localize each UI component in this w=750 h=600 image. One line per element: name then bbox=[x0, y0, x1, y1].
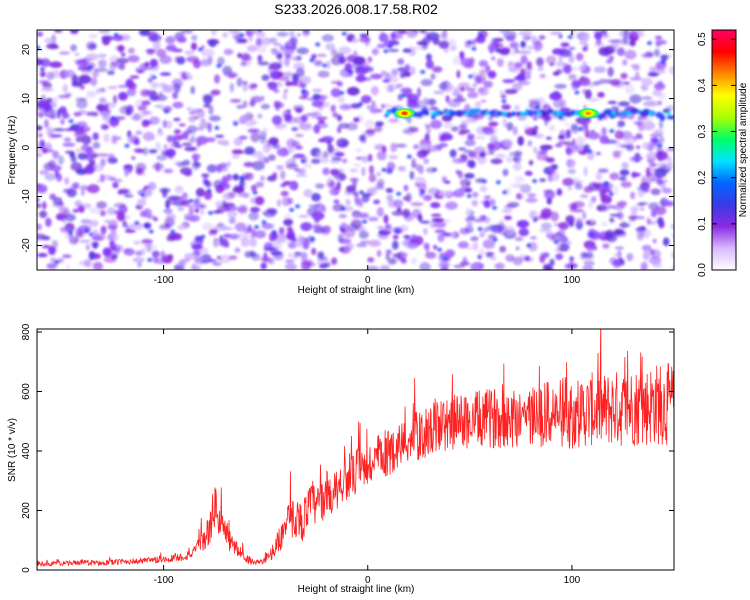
x-tick-label: 0 bbox=[365, 575, 371, 586]
heatmap-x-ticks: -100 0 100 bbox=[154, 30, 581, 286]
y-tick-label: 400 bbox=[21, 442, 32, 459]
line-frame bbox=[36, 328, 675, 571]
y-tick-label: 0 bbox=[21, 567, 32, 573]
heatmap-x-axis-label: Height of straight line (km) bbox=[298, 285, 415, 296]
y-tick-label: 600 bbox=[21, 383, 32, 400]
heatmap-y-axis-label: Frequency (Hz) bbox=[7, 116, 18, 185]
x-tick-label: 0 bbox=[365, 275, 371, 286]
line-y-ticks: 0 200 400 600 800 bbox=[21, 323, 674, 573]
y-tick-label: 20 bbox=[21, 44, 32, 56]
heatmap-frame bbox=[36, 29, 675, 271]
y-tick-label: 10 bbox=[21, 93, 32, 105]
y-tick-label: -10 bbox=[21, 189, 32, 204]
line-x-ticks: -100 0 100 bbox=[154, 329, 581, 586]
y-tick-label: 800 bbox=[21, 323, 32, 340]
colorbar-tick-label: 0.2 bbox=[697, 170, 708, 184]
x-tick-label: 100 bbox=[564, 575, 581, 586]
x-tick-label: 100 bbox=[564, 275, 581, 286]
heatmap-peak bbox=[394, 108, 415, 119]
colorbar-label: Normalized spectral amplitude bbox=[738, 82, 749, 217]
page-title: S233.2026.008.17.58.R02 bbox=[274, 1, 438, 17]
colorbar: 0.0 0.1 0.2 0.3 0.4 0.5 Normalized spectral a… bbox=[697, 29, 749, 277]
colorbar-tick-label: 0.0 bbox=[697, 263, 708, 277]
y-tick-label: 200 bbox=[21, 502, 32, 519]
x-tick-label: -100 bbox=[154, 575, 174, 586]
heatmap-peak bbox=[578, 108, 599, 119]
y-tick-label: 0 bbox=[21, 144, 32, 150]
heatmap-blobs bbox=[37, 30, 674, 270]
line-panel: -100 0 100 0 200 400 600 800 Height of straigh… bbox=[7, 323, 675, 595]
colorbar-ticks: 0.0 0.1 0.2 0.3 0.4 0.5 bbox=[697, 32, 736, 277]
colorbar-tick-label: 0.4 bbox=[697, 78, 708, 92]
snr-series-line bbox=[37, 329, 674, 568]
line-x-axis-label: Height of straight line (km) bbox=[298, 584, 415, 595]
colorbar-tick-label: 0.3 bbox=[697, 124, 708, 138]
heatmap-texture bbox=[37, 30, 674, 270]
line-y-axis-label: SNR (10 * v/v) bbox=[7, 418, 18, 482]
y-tick-label: -20 bbox=[21, 238, 32, 253]
x-tick-label: -100 bbox=[154, 275, 174, 286]
heatmap-y-ticks: -20 -10 0 10 20 bbox=[21, 44, 674, 253]
line-background bbox=[37, 329, 674, 570]
colorbar-gradient bbox=[711, 29, 737, 271]
colorbar-tick-label: 0.5 bbox=[697, 32, 708, 46]
colorbar-tick-label: 0.1 bbox=[697, 216, 708, 230]
